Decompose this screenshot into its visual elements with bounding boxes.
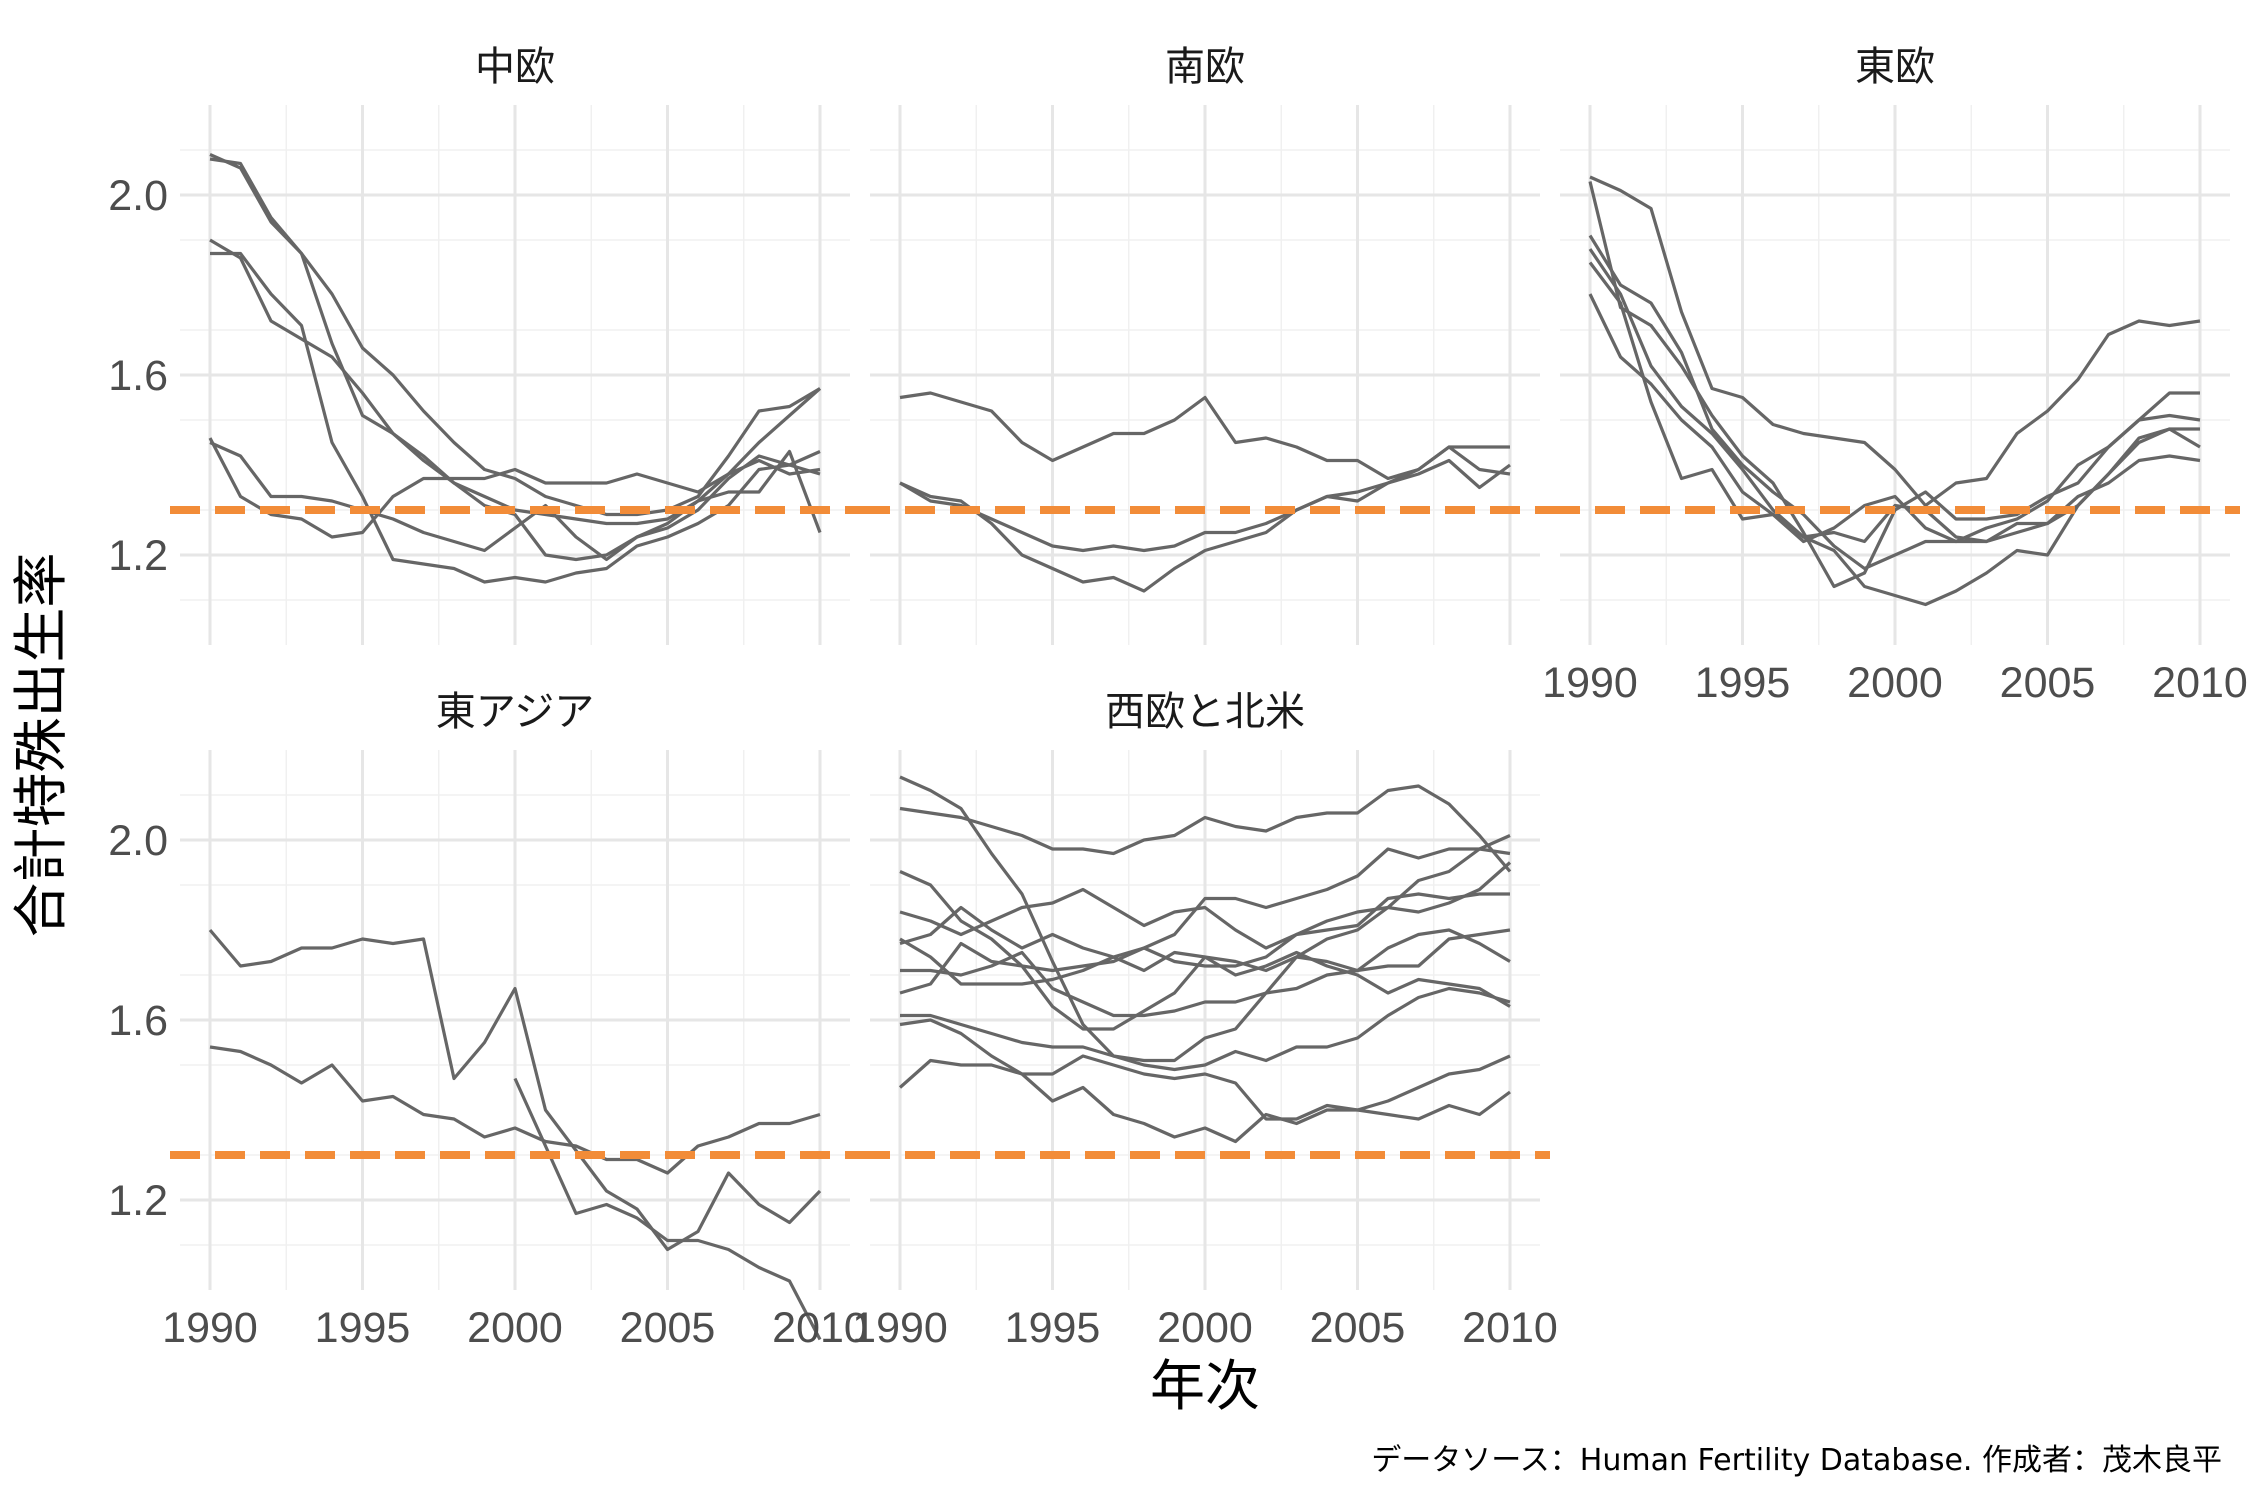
series-line [208, 437, 821, 539]
x-tick-label: 1995 [315, 1304, 411, 1352]
series-line [899, 458, 1511, 593]
series-line [899, 892, 1510, 986]
series-line [899, 784, 1512, 873]
series-line [899, 941, 1511, 1031]
series-line [899, 1018, 1511, 1121]
x-tick-label: 2005 [2000, 659, 2096, 707]
panel: 南欧 [860, 44, 1550, 645]
x-tick-label: 1990 [162, 1304, 258, 1352]
series-line [208, 928, 822, 1252]
panel: 西欧と北米 1990 1995 2000 2005 2010 [852, 689, 1558, 1352]
panel-title: 東欧 [1855, 44, 1935, 90]
series-line [209, 238, 821, 562]
x-tick-label: 2010 [1462, 1304, 1558, 1352]
y-axis-title: 合計特殊出生率 [9, 552, 73, 937]
series-line [209, 441, 822, 562]
x-tick-label: 2005 [1310, 1304, 1406, 1352]
panel: 東アジア 1.2 1.6 2.0 1990 1995 2000 2005 2010 [108, 689, 868, 1352]
x-tick-label: 1995 [1005, 1304, 1101, 1352]
series-line [899, 775, 1511, 1063]
series-line [1588, 261, 2201, 544]
x-tick-label: 2000 [1157, 1304, 1253, 1352]
y-tick-label: 2.0 [108, 817, 168, 865]
series-line [900, 986, 1511, 1072]
series-line [513, 1077, 822, 1341]
series-line [898, 1058, 1511, 1144]
series-line [899, 847, 1511, 973]
x-axis-title: 年次 [1150, 1354, 1260, 1418]
series-line [209, 1045, 821, 1175]
x-tick-label: 1990 [852, 1304, 948, 1352]
panel-title: 中欧 [475, 44, 555, 90]
y-tick-label: 1.2 [108, 532, 168, 580]
panel: 中欧 1.2 1.6 2.0 [108, 44, 860, 645]
panels: 中欧 1.2 1.6 2.0 南欧 東欧 1990 1995 2000 2005 2010 東アジア 1… [108, 44, 2248, 1352]
series-line [1588, 234, 2201, 571]
panel: 東欧 1990 1995 2000 2005 2010 [1542, 44, 2248, 707]
x-tick-label: 1990 [1542, 659, 1638, 707]
x-tick-label: 2000 [1847, 659, 1943, 707]
series-line [899, 861, 1512, 950]
y-tick-label: 1.6 [108, 997, 168, 1045]
panel-title: 南欧 [1165, 44, 1245, 90]
y-tick-label: 1.6 [108, 352, 168, 400]
x-tick-label: 2010 [772, 1304, 868, 1352]
x-tick-label: 2000 [467, 1304, 563, 1352]
series-line [899, 445, 1511, 553]
caption: データソース：Human Fertility Database. 作成者：茂木良… [1371, 1443, 2222, 1478]
x-tick-label: 2010 [2152, 659, 2248, 707]
y-tick-label: 2.0 [108, 172, 168, 220]
x-tick-label: 1995 [1695, 659, 1791, 707]
y-tick-label: 1.2 [108, 1177, 168, 1225]
series-line [209, 157, 821, 517]
panel-title: 東アジア [436, 689, 594, 735]
panel-title: 西欧と北米 [1105, 689, 1305, 735]
series-line [1588, 293, 2200, 607]
series-line [1589, 175, 2201, 508]
x-tick-label: 2005 [620, 1304, 716, 1352]
